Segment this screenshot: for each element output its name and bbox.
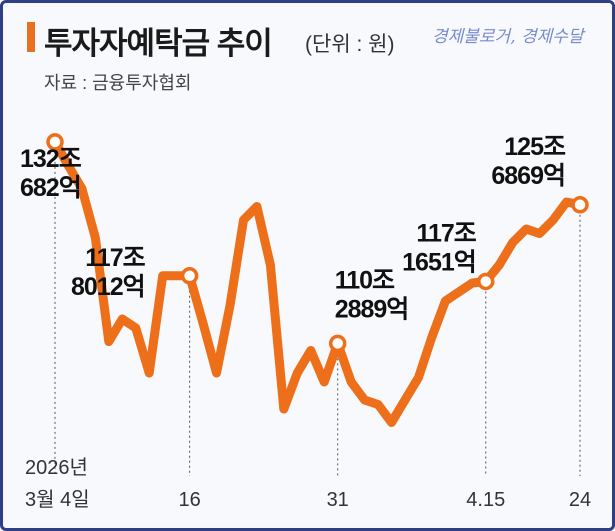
data-label-line: 132조 (20, 145, 82, 173)
data-label-line: 125조 (504, 133, 566, 161)
x-axis-labels: 3월 4일 16 31 4.15 24 2026년 (25, 456, 591, 511)
unit-label: (단위 : 원) (305, 33, 395, 56)
data-point-marker (46, 133, 64, 151)
series-line (50, 137, 585, 427)
data-label-line: 6869억 (491, 162, 565, 190)
title-accent-bar (27, 22, 35, 52)
data-point-marker (571, 196, 589, 214)
data-label: 110조 2889억 (335, 266, 409, 323)
chart-title: 투자자예탁금 추이 (44, 26, 273, 61)
data-label: 125조 6869억 (491, 133, 566, 190)
data-label-line: 682억 (20, 174, 81, 202)
data-point-marker (180, 267, 199, 285)
x-tick-label: 4.15 (466, 489, 505, 511)
x-tick-label: 16 (178, 489, 200, 511)
data-point-marker (477, 272, 495, 291)
data-label-line: 117조 (85, 244, 145, 272)
data-label: 132조 682억 (20, 145, 82, 202)
highlight-markers (46, 133, 589, 353)
data-label-line: 110조 (335, 266, 395, 294)
x-tick-label: 24 (569, 489, 591, 511)
data-label-line: 1651억 (402, 248, 476, 276)
x-tick-label: 3월 4일 (25, 488, 90, 511)
x-tick-label: 31 (327, 489, 349, 511)
source-label: 자료 : 금융투자협회 (44, 73, 192, 93)
watermark-signature: 경제불로거, 경제수달 (432, 27, 584, 47)
guide-lines (54, 151, 581, 476)
year-label: 2026년 (25, 456, 88, 479)
data-point-marker (328, 334, 347, 353)
data-label-line: 8012억 (71, 273, 145, 301)
data-label: 117조 1651억 (402, 219, 477, 276)
data-label: 117조 8012억 (71, 244, 146, 301)
data-label-line: 117조 (416, 219, 476, 247)
data-label-line: 2889억 (335, 295, 409, 323)
